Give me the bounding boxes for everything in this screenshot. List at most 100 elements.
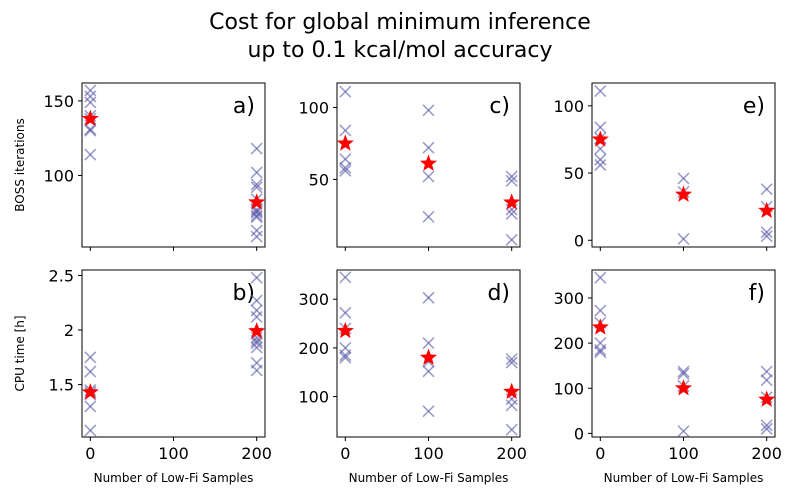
mean-star <box>503 193 521 210</box>
sample-point <box>84 124 97 137</box>
sample-point <box>250 181 263 194</box>
mean-star <box>336 134 354 151</box>
y-tick-label: 50 <box>309 170 329 189</box>
sample-point <box>84 400 97 413</box>
sample-point <box>84 90 97 103</box>
y-tick-label: 100 <box>553 97 584 116</box>
mean-star <box>248 322 266 339</box>
x-axis-label: Number of Low-Fi Samples <box>94 471 254 485</box>
sample-point <box>339 124 352 137</box>
sample-point <box>339 351 352 364</box>
mean-star <box>503 382 521 399</box>
sample-point <box>594 304 607 317</box>
panel-label: a) <box>233 94 255 119</box>
sample-point <box>594 346 607 359</box>
panel-c: 50 100 c) <box>298 82 521 251</box>
mean-star <box>591 318 609 335</box>
sample-point <box>760 230 773 243</box>
sample-point <box>422 291 435 304</box>
mean-star <box>81 383 99 400</box>
y-tick-label: 300 <box>298 290 329 309</box>
sample-point <box>250 211 263 224</box>
y-tick-label: 0 <box>574 424 584 443</box>
sample-point <box>422 170 435 183</box>
mean-star <box>419 348 438 365</box>
sample-point <box>339 349 352 362</box>
sample-point <box>339 161 352 174</box>
y-tick-label: 0 <box>574 231 584 250</box>
mean-star <box>758 390 776 407</box>
sample-point <box>84 424 97 437</box>
sample-point <box>677 172 690 185</box>
y-tick-label: 300 <box>553 289 584 308</box>
panel-f: 0 100 200 0 100 200 300 Number of Low-Fi Sample… <box>553 269 782 485</box>
mean-star <box>758 201 776 218</box>
mean-star <box>336 321 354 339</box>
sample-point <box>505 356 518 369</box>
y-tick-label: 200 <box>298 339 329 358</box>
sample-point <box>84 148 97 161</box>
panel-b: 0 100 200 1.5 2 2.5 CPU time [h] Number of Low-… <box>13 266 272 485</box>
sample-point <box>760 365 773 378</box>
mean-star <box>81 109 99 127</box>
sample-point <box>339 85 352 98</box>
panel-label: f) <box>749 281 765 306</box>
y-tick-label: 100 <box>298 388 329 407</box>
sample-point <box>339 306 352 319</box>
y-tick-label: 2 <box>64 321 74 340</box>
x-tick-label: 200 <box>751 444 782 463</box>
x-tick-label: 0 <box>595 444 605 463</box>
sample-point <box>250 304 263 317</box>
y-tick-label: 100 <box>553 379 584 398</box>
mean-star <box>248 193 266 210</box>
y-axis-label: BOSS iterations <box>13 118 27 211</box>
sample-point <box>339 153 352 166</box>
sample-point <box>250 310 263 324</box>
x-tick-label: 100 <box>413 444 444 463</box>
sample-point <box>594 343 607 356</box>
panel-label: e) <box>743 94 765 119</box>
sample-point <box>760 419 773 432</box>
sample-point <box>505 233 518 246</box>
figure-title-line1: Cost for global minimum inference <box>209 10 591 35</box>
x-tick-label: 0 <box>340 444 350 463</box>
panel-label: b) <box>232 281 255 306</box>
x-tick-label: 200 <box>496 444 527 463</box>
sample-point <box>84 351 97 364</box>
sample-point <box>505 207 518 220</box>
y-tick-label: 100 <box>43 166 74 185</box>
mean-star <box>419 154 438 171</box>
sample-point <box>250 142 263 155</box>
y-tick-label: 1.5 <box>49 376 74 395</box>
sample-point <box>594 158 607 172</box>
sample-point <box>422 365 435 378</box>
mean-star <box>591 130 609 147</box>
sample-point <box>505 174 518 187</box>
y-tick-label: 200 <box>553 334 584 353</box>
sample-point <box>84 123 97 136</box>
sample-point <box>422 336 435 350</box>
sample-point <box>505 423 518 436</box>
panel-e: 0 50 100 e) <box>553 82 776 251</box>
sample-point <box>250 209 263 222</box>
sample-point <box>760 183 773 196</box>
figure-title-line2: up to 0.1 kcal/mol accuracy <box>247 38 552 63</box>
sample-point <box>760 422 773 435</box>
mean-star <box>674 185 693 202</box>
sample-point <box>84 96 97 109</box>
sample-point <box>594 121 607 134</box>
sample-point <box>422 141 435 154</box>
y-axis-label: CPU time [h] <box>13 315 27 391</box>
sample-point <box>84 84 97 97</box>
y-tick-label: 2.5 <box>49 266 74 285</box>
sample-point <box>422 405 435 418</box>
sample-point <box>594 271 607 284</box>
sample-point <box>594 84 607 98</box>
x-axis-label: Number of Low-Fi Samples <box>604 471 764 485</box>
sample-point <box>505 399 518 412</box>
x-axis-label: Number of Low-Fi Samples <box>349 471 509 485</box>
sample-point <box>594 153 607 166</box>
sample-point <box>84 365 97 378</box>
x-tick-label: 0 <box>85 444 95 463</box>
y-tick-label: 50 <box>564 164 584 183</box>
